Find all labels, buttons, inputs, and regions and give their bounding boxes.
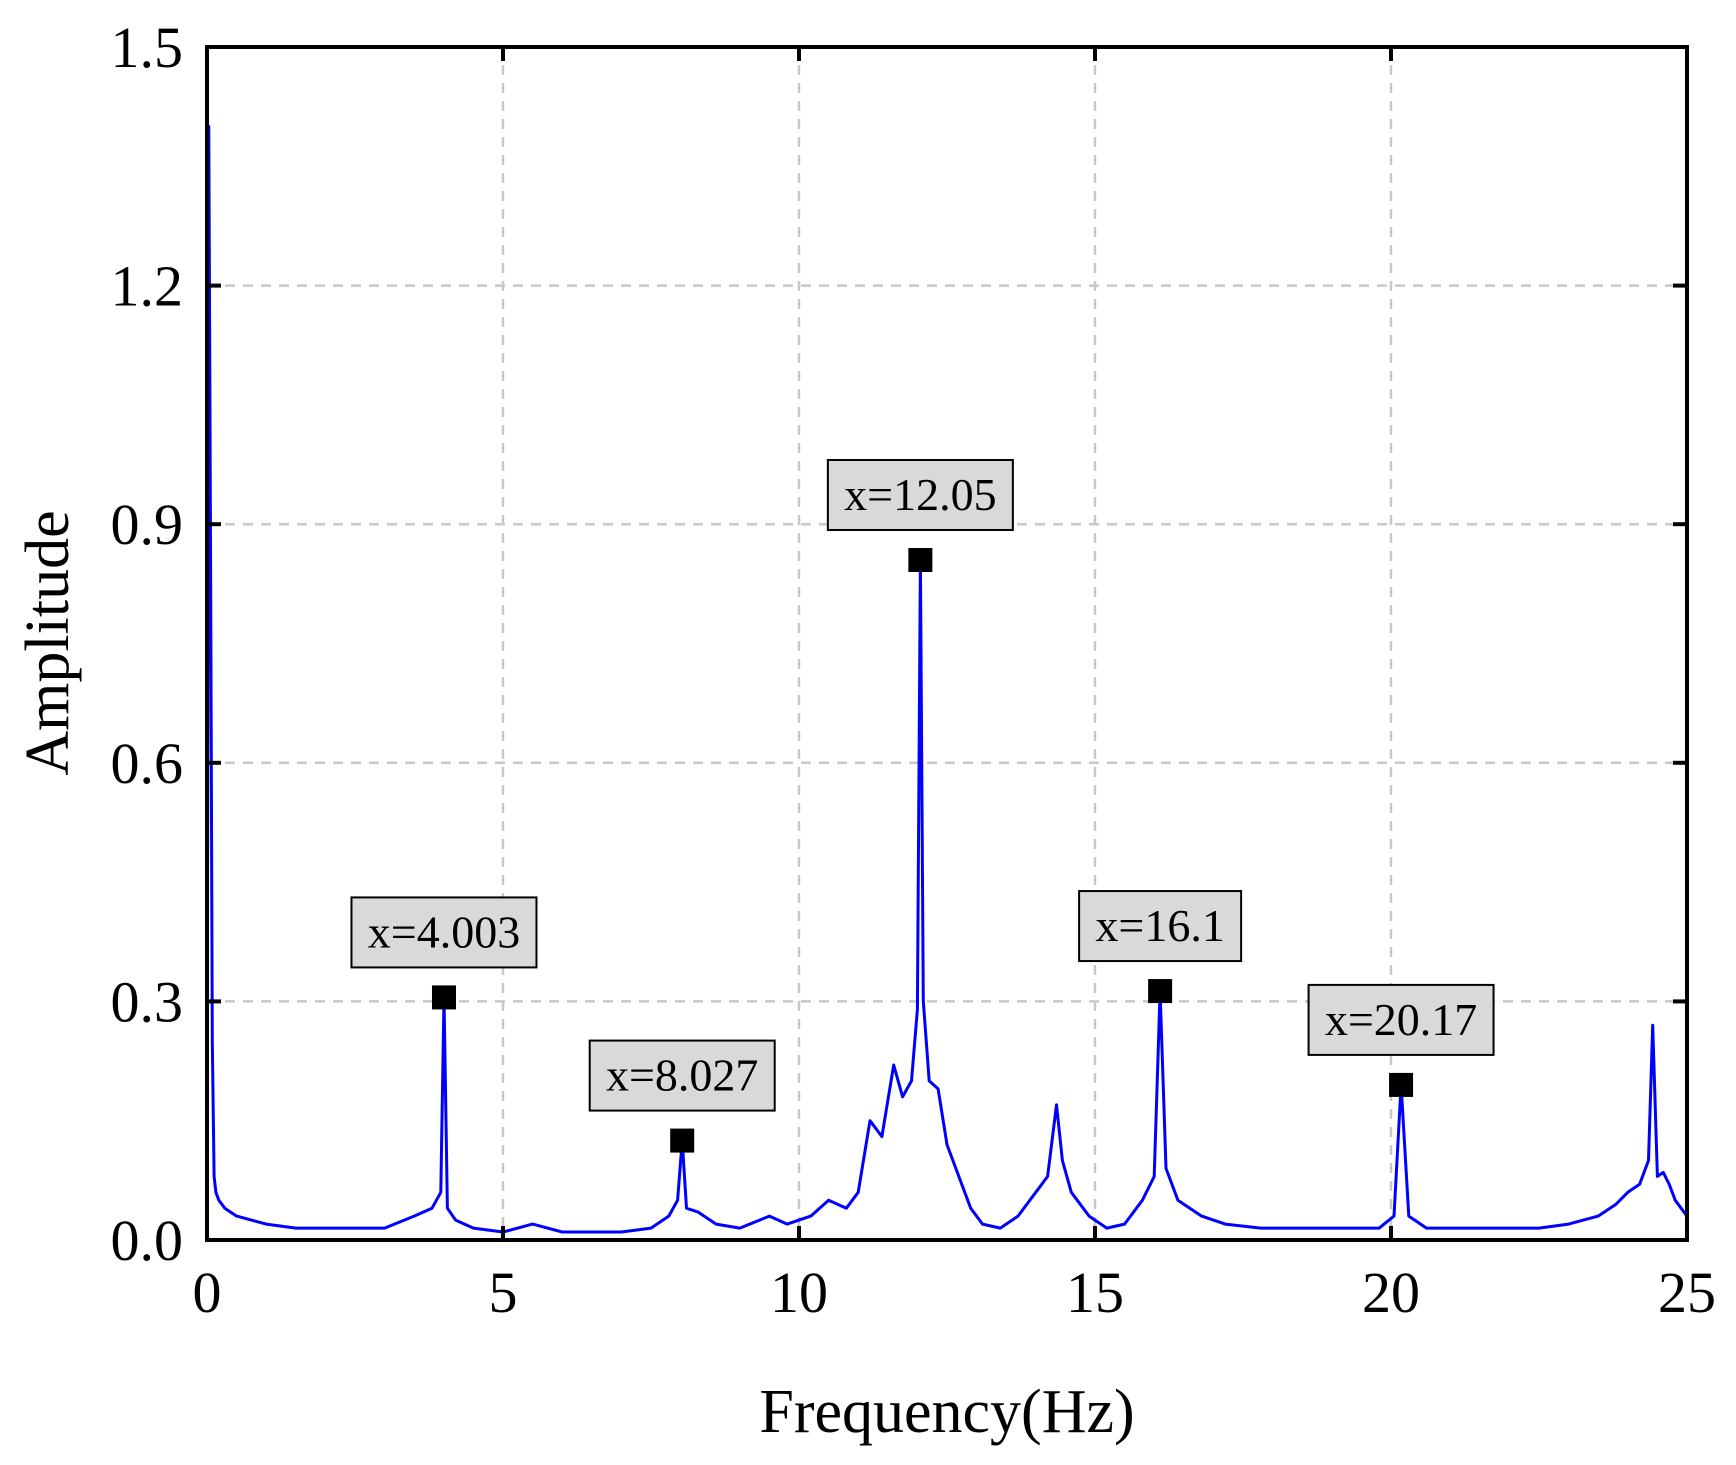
peak-label: x=8.027 (606, 1050, 758, 1101)
x-tick-label: 10 (770, 1260, 828, 1325)
y-tick-label: 0.3 (111, 969, 184, 1034)
spectrum-series-line (205, 125, 1689, 1241)
y-tick-label: 0.0 (111, 1208, 184, 1273)
peak-marker (908, 547, 933, 572)
peak-label-box (1307, 983, 1495, 1056)
plot-background (207, 47, 1687, 1240)
peak-marker (670, 1128, 695, 1153)
peak-label: x=12.05 (844, 469, 996, 520)
x-tick-label: 25 (1658, 1260, 1716, 1325)
x-tick-label: 5 (489, 1260, 518, 1325)
peak-label-box (588, 1039, 776, 1112)
peak-marker (1389, 1072, 1414, 1097)
y-tick-label: 0.9 (111, 492, 184, 557)
y-axis-title: Amplitude (14, 510, 82, 775)
peak-annotations: x=4.003 x=8.027 x=12.05 x=16.1 x=20.17 (350, 458, 1495, 1153)
peak-marker (431, 985, 456, 1010)
peak-label-box (826, 458, 1014, 531)
x-axis-title: Frequency(Hz) (759, 1378, 1134, 1446)
axis-ticks: 0 5 10 15 20 25 0.0 0.3 0.6 0.9 1.2 1.5 (111, 15, 1717, 1325)
y-tick-label: 1.2 (111, 254, 184, 319)
peak-label: x=16.1 (1095, 900, 1224, 951)
peak-label: x=4.003 (368, 906, 520, 957)
plot-frame (205, 45, 1689, 1242)
peak-label-box (350, 896, 538, 969)
peak-marker (1148, 979, 1173, 1004)
series-group (205, 125, 1689, 1241)
y-tick-label: 1.5 (111, 15, 184, 80)
x-tick-label: 0 (193, 1260, 222, 1325)
y-tick-label: 0.6 (111, 731, 184, 796)
x-tick-label: 20 (1362, 1260, 1420, 1325)
x-tick-label: 15 (1066, 1260, 1124, 1325)
peak-label: x=20.17 (1325, 994, 1477, 1045)
peak-label-box (1078, 890, 1243, 963)
